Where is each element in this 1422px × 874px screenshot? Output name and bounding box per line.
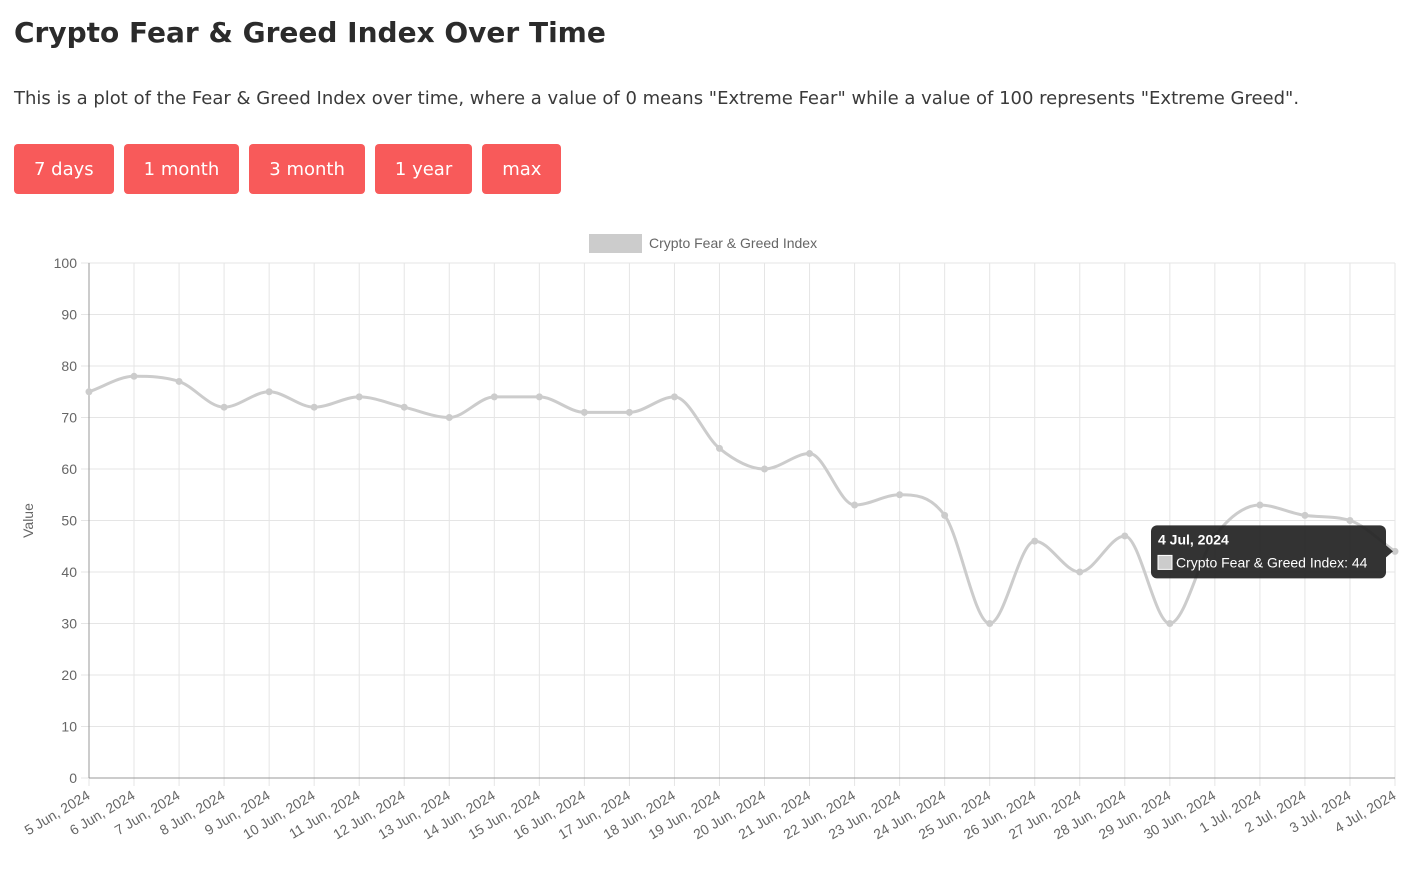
data-point[interactable] <box>851 501 859 509</box>
tooltip-title: 4 Jul, 2024 <box>1158 531 1229 547</box>
y-tick-label: 10 <box>61 719 77 735</box>
y-tick-label: 70 <box>61 410 77 426</box>
data-point[interactable] <box>355 393 363 401</box>
data-point[interactable] <box>445 414 453 421</box>
legend-swatch[interactable] <box>589 234 642 253</box>
y-tick-label: 20 <box>61 667 77 683</box>
tooltip-label: Crypto Fear & Greed Index: 44 <box>1176 554 1368 570</box>
range-max-button[interactable]: max <box>482 144 562 194</box>
data-point[interactable] <box>941 511 949 519</box>
data-point[interactable] <box>490 393 498 401</box>
data-point[interactable] <box>761 465 769 473</box>
data-point[interactable] <box>220 403 228 411</box>
y-axis-title: Value <box>20 503 36 538</box>
data-point[interactable] <box>715 444 723 452</box>
y-tick-label: 50 <box>61 513 77 529</box>
data-point[interactable] <box>1166 620 1174 627</box>
data-point[interactable] <box>580 408 588 416</box>
data-point[interactable] <box>1301 511 1309 519</box>
y-tick-label: 40 <box>61 564 77 580</box>
data-point[interactable] <box>1346 517 1354 524</box>
page-title: Crypto Fear & Greed Index Over Time <box>14 16 606 49</box>
y-tick-label: 60 <box>61 461 77 477</box>
range-1-year-button[interactable]: 1 year <box>374 144 473 194</box>
data-point[interactable] <box>1076 568 1084 576</box>
tooltip-caret <box>1386 545 1393 558</box>
series-layer <box>85 372 1399 627</box>
data-point[interactable] <box>806 450 814 458</box>
data-point[interactable] <box>85 388 93 396</box>
range-1-month-button[interactable]: 1 month <box>123 144 240 194</box>
data-point[interactable] <box>175 377 183 385</box>
tooltip-swatch <box>1157 554 1173 570</box>
grid <box>81 262 1396 786</box>
data-point[interactable] <box>265 388 273 396</box>
data-point[interactable] <box>1256 501 1264 509</box>
range-button-group: 7 days 1 month 3 month 1 year max <box>14 144 562 194</box>
page-description: This is a plot of the Fear & Greed Index… <box>14 88 1300 109</box>
data-point[interactable] <box>1391 547 1399 555</box>
data-point[interactable] <box>1031 537 1039 545</box>
data-point[interactable] <box>896 491 904 499</box>
tooltip-box <box>1151 525 1386 579</box>
data-point[interactable] <box>310 403 318 411</box>
y-tick-label: 100 <box>54 255 78 271</box>
data-point[interactable] <box>130 372 138 380</box>
data-point[interactable] <box>670 393 678 401</box>
range-7-days-button[interactable]: 7 days <box>14 144 114 194</box>
y-tick-label: 0 <box>69 770 77 786</box>
chart-tooltip: 4 Jul, 2024 Crypto Fear & Greed Index: 44 <box>1151 525 1393 579</box>
y-tick-label: 90 <box>61 307 77 323</box>
data-point[interactable] <box>625 408 633 416</box>
data-point[interactable] <box>535 393 543 401</box>
y-tick-label: 30 <box>61 616 77 632</box>
y-tick-label: 80 <box>61 358 77 374</box>
data-point[interactable] <box>986 620 994 627</box>
series-line <box>88 374 1396 626</box>
legend-label[interactable]: Crypto Fear & Greed Index <box>649 235 817 251</box>
chart-legend[interactable]: Crypto Fear & Greed Index <box>589 234 817 253</box>
range-3-month-button[interactable]: 3 month <box>249 144 365 194</box>
data-point[interactable] <box>1121 532 1129 540</box>
data-point[interactable] <box>400 403 408 411</box>
